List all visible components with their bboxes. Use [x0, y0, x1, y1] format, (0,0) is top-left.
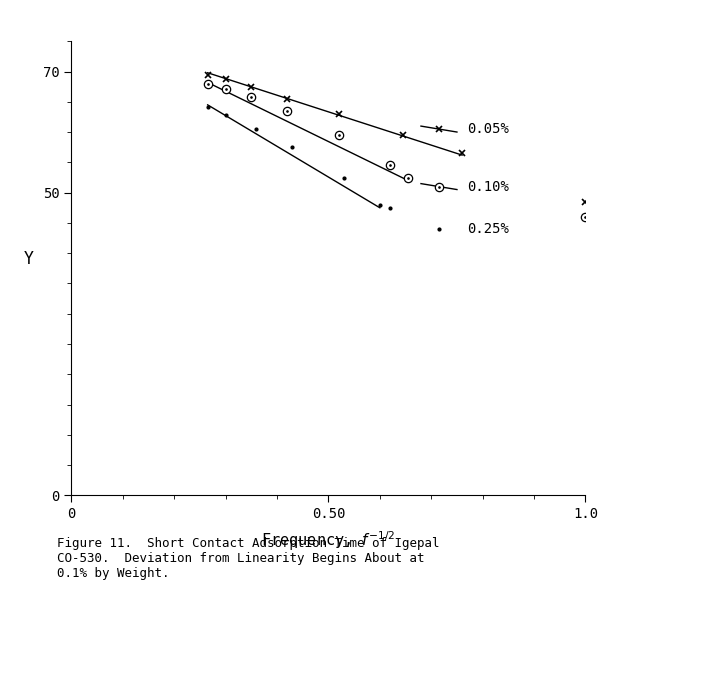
Y-axis label: Y: Y — [24, 250, 34, 268]
Text: Figure 11.  Short Contact Adsorption Time of Igepal
CO-530.  Deviation from Line: Figure 11. Short Contact Adsorption Time… — [57, 537, 440, 579]
Text: 0.25%: 0.25% — [467, 222, 509, 236]
Text: 0.05%: 0.05% — [467, 122, 509, 136]
X-axis label: Frequency, $f^{-1/2}$: Frequency, $f^{-1/2}$ — [261, 530, 396, 551]
Text: 0.10%: 0.10% — [467, 180, 509, 193]
